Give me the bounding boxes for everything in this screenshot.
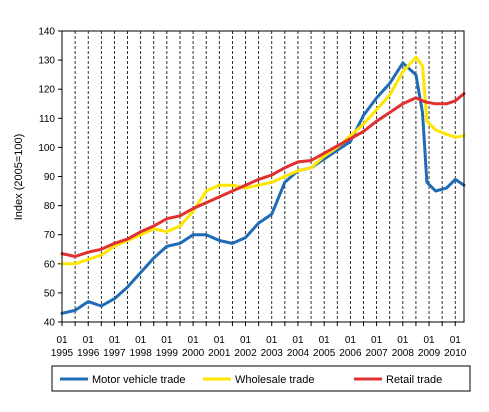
x-axis: 01 1995 01 1996 01 1997 01 1998 01 1999 01 2000 01 20… [51, 322, 467, 359]
series-line-0 [60, 61, 466, 315]
x-tick-year: 2005 [313, 348, 336, 359]
y-tick-label: 110 [39, 114, 55, 125]
y-tick-label: 60 [44, 259, 56, 270]
x-tick-year: 2010 [444, 348, 467, 359]
y-tick-label: 100 [38, 143, 55, 154]
x-tick-month: 01 [135, 335, 147, 346]
x-tick-year: 1998 [130, 348, 153, 359]
y-tick-label: 140 [38, 27, 55, 38]
x-tick-month: 01 [83, 335, 95, 346]
y-tick-label: 120 [38, 85, 55, 96]
x-tick-year: 2007 [365, 348, 388, 359]
x-tick-month: 01 [371, 335, 383, 346]
x-tick-month: 01 [450, 335, 462, 346]
y-tick-label: 70 [44, 230, 56, 241]
x-tick-year: 2000 [182, 348, 205, 359]
y-tick-label: 130 [38, 56, 55, 67]
x-tick-month: 01 [109, 335, 121, 346]
series-line-1 [60, 55, 466, 266]
x-tick-month: 01 [188, 335, 200, 346]
legend-label-1: Wholesale trade [235, 374, 315, 386]
y-axis: 40 50 60 70 80 90 100 110 120 130 140 [38, 27, 62, 329]
x-tick-year: 2004 [287, 348, 310, 359]
x-tick-year: 1999 [156, 348, 179, 359]
x-tick-month: 01 [266, 335, 278, 346]
x-tick-year: 1996 [77, 348, 100, 359]
y-tick-label: 90 [44, 172, 56, 183]
legend: Motor vehicle trade Wholesale trade Retail… [51, 365, 471, 392]
x-tick-month: 01 [397, 335, 409, 346]
x-tick-month: 01 [319, 335, 331, 346]
x-tick-year: 2002 [234, 348, 257, 359]
y-tick-label: 40 [44, 318, 56, 329]
x-tick-month: 01 [423, 335, 435, 346]
x-tick-year: 2006 [339, 348, 362, 359]
y-tick-label: 50 [44, 288, 56, 299]
x-tick-year: 2003 [261, 348, 284, 359]
x-tick-year: 2009 [418, 348, 441, 359]
x-tick-year: 2008 [392, 348, 415, 359]
x-tick-month: 01 [292, 335, 304, 346]
x-tick-year: 1995 [51, 348, 74, 359]
x-tick-month: 01 [345, 335, 357, 346]
y-tick-label: 80 [44, 201, 56, 212]
x-tick-month: 01 [56, 335, 68, 346]
x-tick-month: 01 [214, 335, 226, 346]
legend-box [51, 365, 471, 392]
x-tick-month: 01 [240, 335, 252, 346]
x-tick-year: 1997 [103, 348, 126, 359]
x-tick-year: 2001 [208, 348, 231, 359]
legend-label-0: Motor vehicle trade [92, 374, 186, 386]
series-lines [60, 55, 466, 315]
x-tick-month: 01 [161, 335, 173, 346]
plot-frame [61, 30, 465, 323]
series-line-2 [60, 92, 466, 258]
legend-label-2: Retail trade [386, 374, 442, 386]
y-axis-title: Index (2005=100) [13, 134, 25, 221]
